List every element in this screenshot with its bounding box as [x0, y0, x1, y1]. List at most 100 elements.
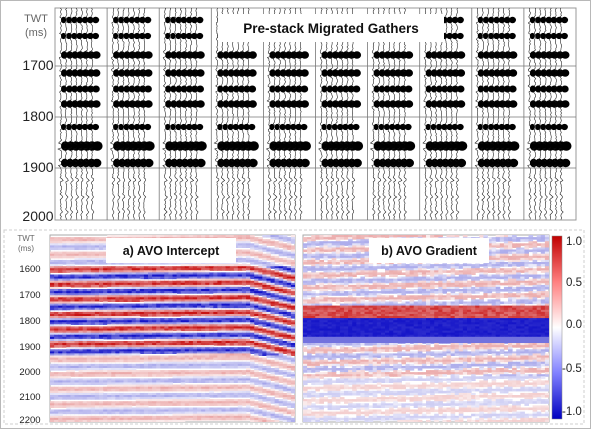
amplitude-cell [197, 334, 202, 338]
amplitude-cell [111, 268, 116, 271]
amplitude-cell [213, 309, 218, 313]
amplitude-cell [168, 309, 173, 313]
amplitude-cell [127, 370, 133, 373]
amplitude-cell [250, 338, 255, 342]
amplitude-cell [205, 320, 210, 323]
amplitude-cell [111, 311, 116, 315]
amplitude-cell [115, 282, 120, 286]
wiggle-fill [81, 32, 88, 40]
amplitude-cell [266, 257, 271, 261]
amplitude-cell [192, 295, 198, 298]
amplitude-cell [213, 332, 218, 336]
amplitude-cell [62, 237, 67, 240]
amplitude-cell [62, 270, 67, 273]
amplitude-cell [282, 243, 288, 246]
amplitude-cell [172, 378, 178, 381]
amplitude-cell [115, 297, 120, 300]
amplitude-cell [119, 365, 124, 369]
amplitude-cell [94, 301, 100, 305]
amplitude-cell [66, 274, 71, 278]
amplitude-cell [176, 326, 182, 329]
wiggle-fill [175, 32, 182, 40]
amplitude-cell [58, 243, 63, 246]
amplitude-cell [123, 384, 129, 388]
amplitude-cell [229, 303, 235, 307]
amplitude-cell [286, 282, 292, 286]
amplitude-cell [160, 372, 165, 375]
amplitude-cell [266, 262, 271, 265]
amplitude-cell [266, 338, 271, 342]
amplitude-cell [246, 388, 251, 392]
amplitude-cell [131, 395, 137, 398]
amplitude-cell [115, 276, 120, 280]
amplitude-cell [156, 322, 161, 325]
amplitude-cell [278, 259, 284, 263]
wiggle-fill [321, 158, 329, 168]
amplitude-cell [135, 316, 141, 319]
amplitude-cell [131, 378, 137, 381]
amplitude-cell [188, 303, 194, 307]
amplitude-cell [82, 268, 88, 271]
amplitude-cell [180, 280, 186, 284]
amplitude-cell [286, 372, 292, 375]
amplitude-cell [152, 388, 157, 392]
amplitude-cell [233, 349, 239, 352]
amplitude-cell [66, 286, 71, 290]
amplitude-cell [213, 301, 218, 305]
amplitude-cell [184, 316, 190, 319]
amplitude-cell [139, 307, 145, 311]
amplitude-cell [270, 386, 276, 390]
amplitude-cell [103, 355, 108, 359]
wiggle-fill [561, 69, 570, 77]
amplitude-cell [274, 332, 280, 336]
amplitude-cell [225, 392, 231, 396]
amplitude-cell [192, 278, 198, 282]
amplitude-cell [205, 284, 210, 288]
amplitude-cell [246, 338, 251, 342]
amplitude-cell [127, 278, 133, 282]
amplitude-cell [262, 270, 267, 273]
amplitude-cell [160, 303, 165, 307]
amplitude-cell [205, 355, 210, 359]
amplitude-cell [99, 345, 104, 348]
amplitude-cell [229, 349, 235, 352]
amplitude-cell [62, 349, 67, 352]
amplitude-cell [229, 326, 235, 329]
amplitude-cell [107, 384, 112, 388]
amplitude-cell [233, 295, 239, 298]
amplitude-cell [164, 361, 169, 365]
amplitude-cell [246, 243, 251, 246]
amplitude-cell [241, 253, 247, 257]
amplitude-cell [58, 320, 63, 323]
amplitude-cell [123, 286, 129, 290]
amplitude-cell [82, 309, 88, 313]
amplitude-cell [94, 305, 100, 309]
amplitude-cell [99, 303, 104, 307]
amplitude-cell [241, 370, 247, 373]
amplitude-cell [58, 374, 63, 377]
amplitude-cell [237, 330, 243, 334]
amplitude-cell [258, 341, 263, 344]
amplitude-cell [168, 355, 173, 359]
amplitude-cell [180, 274, 186, 278]
amplitude-cell [78, 328, 84, 332]
amplitude-cell [74, 259, 80, 263]
amplitude-cell [258, 368, 263, 371]
amplitude-cell [164, 347, 169, 350]
amplitude-cell [54, 303, 59, 307]
amplitude-cell [201, 378, 206, 381]
amplitude-cell [111, 295, 116, 298]
amplitude-cell [90, 359, 96, 363]
amplitude-cell [50, 286, 55, 290]
amplitude-cell [282, 347, 288, 350]
amplitude-cell [54, 241, 59, 244]
amplitude-cell [139, 382, 145, 386]
amplitude-cell [217, 262, 222, 265]
amplitude-cell [225, 374, 231, 377]
amplitude-cell [237, 365, 243, 369]
amplitude-cell [197, 384, 202, 388]
amplitude-cell [250, 384, 255, 388]
amplitude-cell [139, 286, 145, 290]
amplitude-cell [70, 295, 75, 298]
amplitude-cell [209, 295, 214, 298]
